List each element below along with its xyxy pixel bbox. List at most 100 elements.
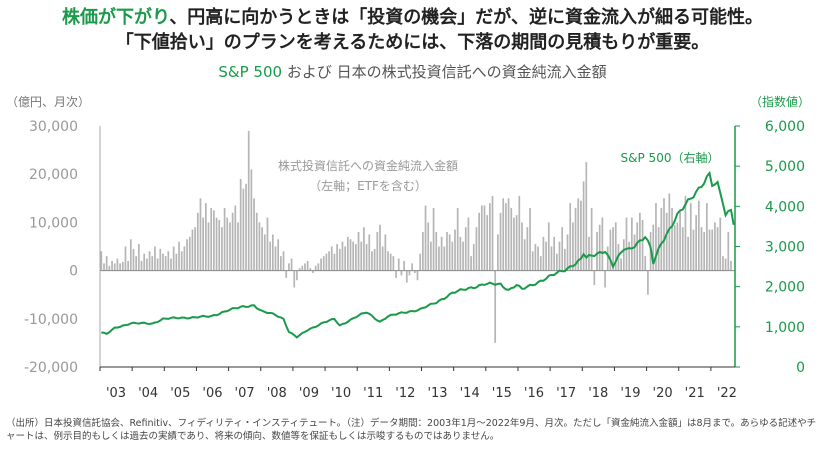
fund-flow-bar [542, 236, 545, 271]
fund-flow-bar [521, 222, 523, 271]
fund-flow-bar [716, 227, 719, 271]
x-tick-label: '14 [460, 386, 480, 401]
right-axis-ticks: 6,000 5,000 4,000 3,000 2,000 1,000 0 [735, 119, 805, 376]
fund-flow-bar [349, 239, 352, 271]
fund-flow-bar [467, 217, 470, 271]
fund-flow-bar [547, 222, 550, 271]
fund-flow-bar [553, 236, 555, 271]
fund-flow-bar [502, 198, 505, 271]
fund-flow-bar [357, 232, 360, 271]
fund-flow-bar [301, 265, 304, 271]
fund-flow-bar [593, 270, 596, 286]
x-tick-label: '06 [202, 386, 222, 401]
fund-flow-bar [641, 219, 644, 271]
fund-flow-bar [422, 232, 424, 271]
fund-flow-bar [518, 195, 521, 271]
fund-flow-bar [379, 224, 381, 271]
fund-flow-bar [486, 215, 489, 271]
fund-flow-bar [365, 244, 368, 271]
fund-flow-bar [505, 203, 507, 271]
right-tick-label: 0 [796, 360, 805, 376]
fund-flow-bar [274, 246, 277, 271]
fund-flow-bar [569, 203, 572, 271]
x-tick-label: '07 [235, 386, 255, 401]
fund-flow-bar [196, 212, 199, 271]
x-tick-label: '12 [395, 386, 415, 401]
x-tick-label: '21 [685, 386, 705, 401]
fund-flow-bar [178, 241, 180, 271]
fund-flow-bar [290, 258, 293, 271]
fund-flow-bar [186, 239, 188, 271]
headline-accent: 株価が下がり [62, 7, 170, 28]
fund-flow-bar [137, 244, 140, 271]
fund-flow-bar [561, 227, 564, 271]
fund-flow-bar [539, 256, 542, 271]
fund-flow-bar [703, 232, 706, 271]
fund-flow-bar [304, 263, 306, 271]
fund-flow-bar [221, 227, 223, 271]
fund-flow-bar [167, 251, 170, 271]
fund-flow-bar [630, 217, 633, 271]
fund-flow-bar [261, 227, 263, 271]
fund-flow-bar [574, 207, 577, 271]
fund-flow-bar [146, 258, 148, 271]
fund-flow-bar [612, 227, 614, 271]
fund-flow-bar [577, 198, 580, 271]
fund-flow-bar [210, 207, 213, 271]
fund-flow-bar [121, 261, 124, 271]
fund-flow-bar [507, 198, 510, 271]
fund-flow-bar [135, 256, 138, 271]
fund-flow-bar [405, 270, 408, 283]
x-tick-label: '08 [267, 386, 287, 401]
fund-flow-bar [363, 227, 365, 271]
fund-flow-bar [679, 210, 681, 271]
fund-flow-bar [534, 244, 537, 271]
fund-flow-bar [427, 222, 430, 271]
fund-flow-bar [430, 241, 432, 271]
fund-flow-bar [183, 246, 186, 271]
fund-flow-bar [306, 260, 309, 271]
fund-flow-bar [531, 251, 534, 271]
fund-flow-bar [103, 263, 105, 271]
fund-flow-bar [628, 241, 631, 271]
right-tick-label: 1,000 [765, 320, 805, 336]
fund-flow-bar [411, 263, 413, 271]
fund-flow-bar [620, 258, 622, 271]
fund-flow-bar [545, 241, 547, 271]
fund-flow-bar [397, 258, 400, 271]
fund-flow-bar [389, 253, 392, 271]
fund-flow-bar [384, 234, 387, 271]
fund-flow-bar [711, 229, 714, 271]
fund-flow-bar [676, 222, 679, 271]
fund-flow-bar [432, 207, 435, 271]
fund-flow-bar [320, 258, 322, 271]
fund-flow-bar [529, 207, 531, 271]
fund-flow-bar [156, 258, 159, 271]
fund-flow-bar [266, 217, 269, 271]
fund-flow-bar [598, 224, 601, 271]
fund-flow-bar [159, 248, 162, 271]
fund-flow-bar [582, 181, 585, 271]
fund-flow-bar [700, 227, 703, 271]
fund-flow-bar [590, 207, 593, 271]
fund-flow-bar [368, 234, 371, 271]
fund-flow-bar [475, 227, 478, 271]
fund-flow-bar [151, 256, 154, 271]
fund-flow-bar [462, 241, 464, 271]
fund-flow-bar [606, 246, 609, 271]
fund-flow-bar [271, 234, 274, 271]
fund-flow-bar [660, 207, 663, 271]
fund-flow-bar [344, 246, 347, 271]
fund-flow-bar [537, 246, 539, 271]
fund-flow-bar [408, 270, 411, 276]
fund-flow-bar [263, 234, 266, 271]
fund-flow-bar [330, 246, 333, 271]
fund-flow-bar [245, 183, 247, 271]
bars-annotation-line-1: 株式投資信託への資金純流入金額 [278, 158, 458, 173]
fund-flow-bar [588, 236, 590, 271]
fund-flow-bar [116, 258, 119, 271]
headline-line-2: 「下値拾い」のプランを考えるためには、下落の期間の見積もりが重要。 [115, 32, 710, 53]
fund-flow-bar [113, 263, 116, 271]
fund-flow-bar [309, 268, 312, 271]
fund-flow-bar [258, 222, 261, 271]
